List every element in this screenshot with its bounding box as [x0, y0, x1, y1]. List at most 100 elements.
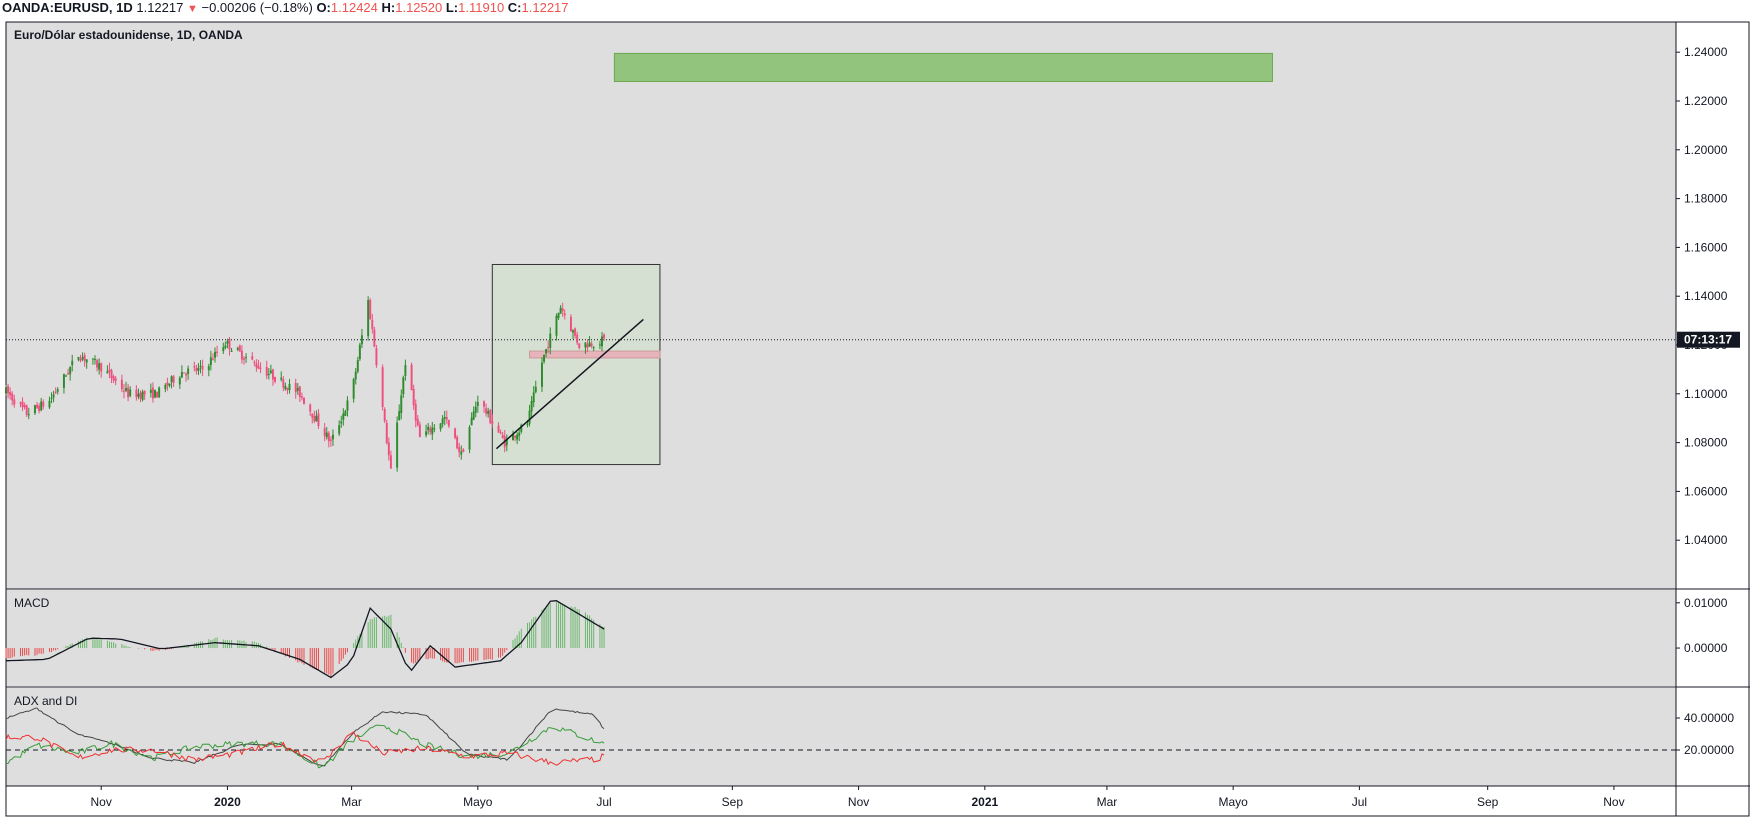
- candle-body[interactable]: [209, 357, 212, 366]
- candle-body[interactable]: [149, 389, 152, 393]
- candle-body[interactable]: [325, 432, 328, 438]
- candle-body[interactable]: [122, 390, 125, 392]
- candle-body[interactable]: [474, 406, 477, 413]
- candle-body[interactable]: [129, 389, 132, 397]
- candle-body[interactable]: [586, 344, 589, 348]
- candle-body[interactable]: [514, 435, 517, 438]
- candle-body[interactable]: [236, 347, 239, 350]
- price-pane[interactable]: [6, 22, 1676, 589]
- candle-body[interactable]: [42, 401, 45, 407]
- candle-body[interactable]: [54, 392, 57, 394]
- candle-body[interactable]: [91, 358, 94, 360]
- candle-body[interactable]: [389, 455, 392, 469]
- candle-body[interactable]: [172, 376, 175, 383]
- candle-body[interactable]: [154, 389, 156, 398]
- candle-body[interactable]: [108, 369, 111, 372]
- candle-body[interactable]: [67, 373, 70, 375]
- candle-body[interactable]: [360, 335, 363, 345]
- macd-pane[interactable]: [6, 590, 1676, 686]
- candle-body[interactable]: [329, 439, 332, 441]
- candle-body[interactable]: [576, 334, 579, 343]
- candle-body[interactable]: [240, 350, 243, 360]
- candle-body[interactable]: [265, 366, 268, 376]
- candle-body[interactable]: [309, 404, 312, 412]
- candle-body[interactable]: [367, 300, 370, 337]
- candle-body[interactable]: [315, 415, 318, 422]
- candle-body[interactable]: [460, 451, 463, 455]
- candle-body[interactable]: [114, 378, 117, 381]
- candle-body[interactable]: [404, 365, 407, 376]
- candle-body[interactable]: [468, 426, 471, 450]
- candle-body[interactable]: [483, 401, 486, 407]
- candle-body[interactable]: [398, 411, 401, 421]
- candle-body[interactable]: [356, 360, 359, 372]
- candle-body[interactable]: [578, 343, 581, 348]
- candle-body[interactable]: [62, 374, 65, 388]
- candle-body[interactable]: [193, 366, 196, 368]
- candle-body[interactable]: [518, 432, 521, 436]
- candle-body[interactable]: [447, 419, 450, 427]
- candle-body[interactable]: [230, 350, 233, 352]
- candle-body[interactable]: [491, 421, 494, 424]
- candle-body[interactable]: [182, 372, 185, 374]
- candle-body[interactable]: [418, 424, 421, 438]
- range-box[interactable]: [491, 263, 661, 466]
- candle-body[interactable]: [456, 436, 459, 449]
- candle-body[interactable]: [23, 405, 26, 408]
- candle-body[interactable]: [33, 405, 36, 414]
- candle-body[interactable]: [120, 379, 123, 390]
- candle-body[interactable]: [303, 397, 305, 404]
- candle-body[interactable]: [156, 391, 159, 398]
- candle-body[interactable]: [180, 372, 183, 378]
- candle-body[interactable]: [387, 442, 390, 456]
- candle-body[interactable]: [9, 391, 12, 396]
- candle-body[interactable]: [433, 428, 436, 430]
- candle-body[interactable]: [79, 359, 82, 361]
- candle-body[interactable]: [441, 418, 444, 424]
- adx-pane[interactable]: [6, 688, 1676, 786]
- candle-body[interactable]: [416, 418, 419, 426]
- candle-body[interactable]: [501, 434, 504, 438]
- candle-body[interactable]: [197, 367, 200, 371]
- candle-body[interactable]: [557, 313, 560, 318]
- candle-body[interactable]: [259, 367, 262, 369]
- support-zone[interactable]: [529, 350, 661, 359]
- candle-body[interactable]: [414, 404, 417, 421]
- candle-body[interactable]: [100, 363, 103, 372]
- candle-body[interactable]: [526, 424, 529, 426]
- candle-body[interactable]: [185, 373, 188, 376]
- candle-body[interactable]: [476, 402, 479, 406]
- candle-body[interactable]: [534, 386, 537, 393]
- candle-body[interactable]: [96, 360, 99, 368]
- candle-body[interactable]: [269, 370, 272, 373]
- candle-body[interactable]: [50, 398, 53, 400]
- candle-body[interactable]: [222, 347, 225, 352]
- candle-body[interactable]: [300, 396, 303, 398]
- candle-body[interactable]: [226, 340, 229, 344]
- candle-body[interactable]: [520, 424, 523, 432]
- candle-body[interactable]: [563, 313, 566, 316]
- candle-body[interactable]: [257, 365, 260, 369]
- trend-line[interactable]: [495, 318, 644, 450]
- candle-body[interactable]: [383, 409, 386, 421]
- candle-body[interactable]: [251, 356, 254, 360]
- candle-body[interactable]: [110, 370, 113, 379]
- candle-body[interactable]: [485, 408, 488, 414]
- candle-body[interactable]: [228, 339, 231, 350]
- candle-body[interactable]: [592, 347, 595, 349]
- candle-body[interactable]: [458, 447, 461, 453]
- candle-body[interactable]: [98, 363, 101, 370]
- candle-body[interactable]: [487, 410, 490, 414]
- candle-body[interactable]: [530, 401, 533, 412]
- candle-body[interactable]: [294, 382, 297, 393]
- candle-body[interactable]: [143, 390, 146, 395]
- candle-body[interactable]: [572, 330, 574, 333]
- candle-body[interactable]: [317, 413, 320, 426]
- candle-body[interactable]: [56, 389, 59, 392]
- candle-body[interactable]: [427, 426, 430, 431]
- target-zone[interactable]: [613, 52, 1273, 82]
- candle-body[interactable]: [549, 333, 552, 348]
- candle-body[interactable]: [151, 387, 154, 399]
- candle-body[interactable]: [574, 328, 577, 336]
